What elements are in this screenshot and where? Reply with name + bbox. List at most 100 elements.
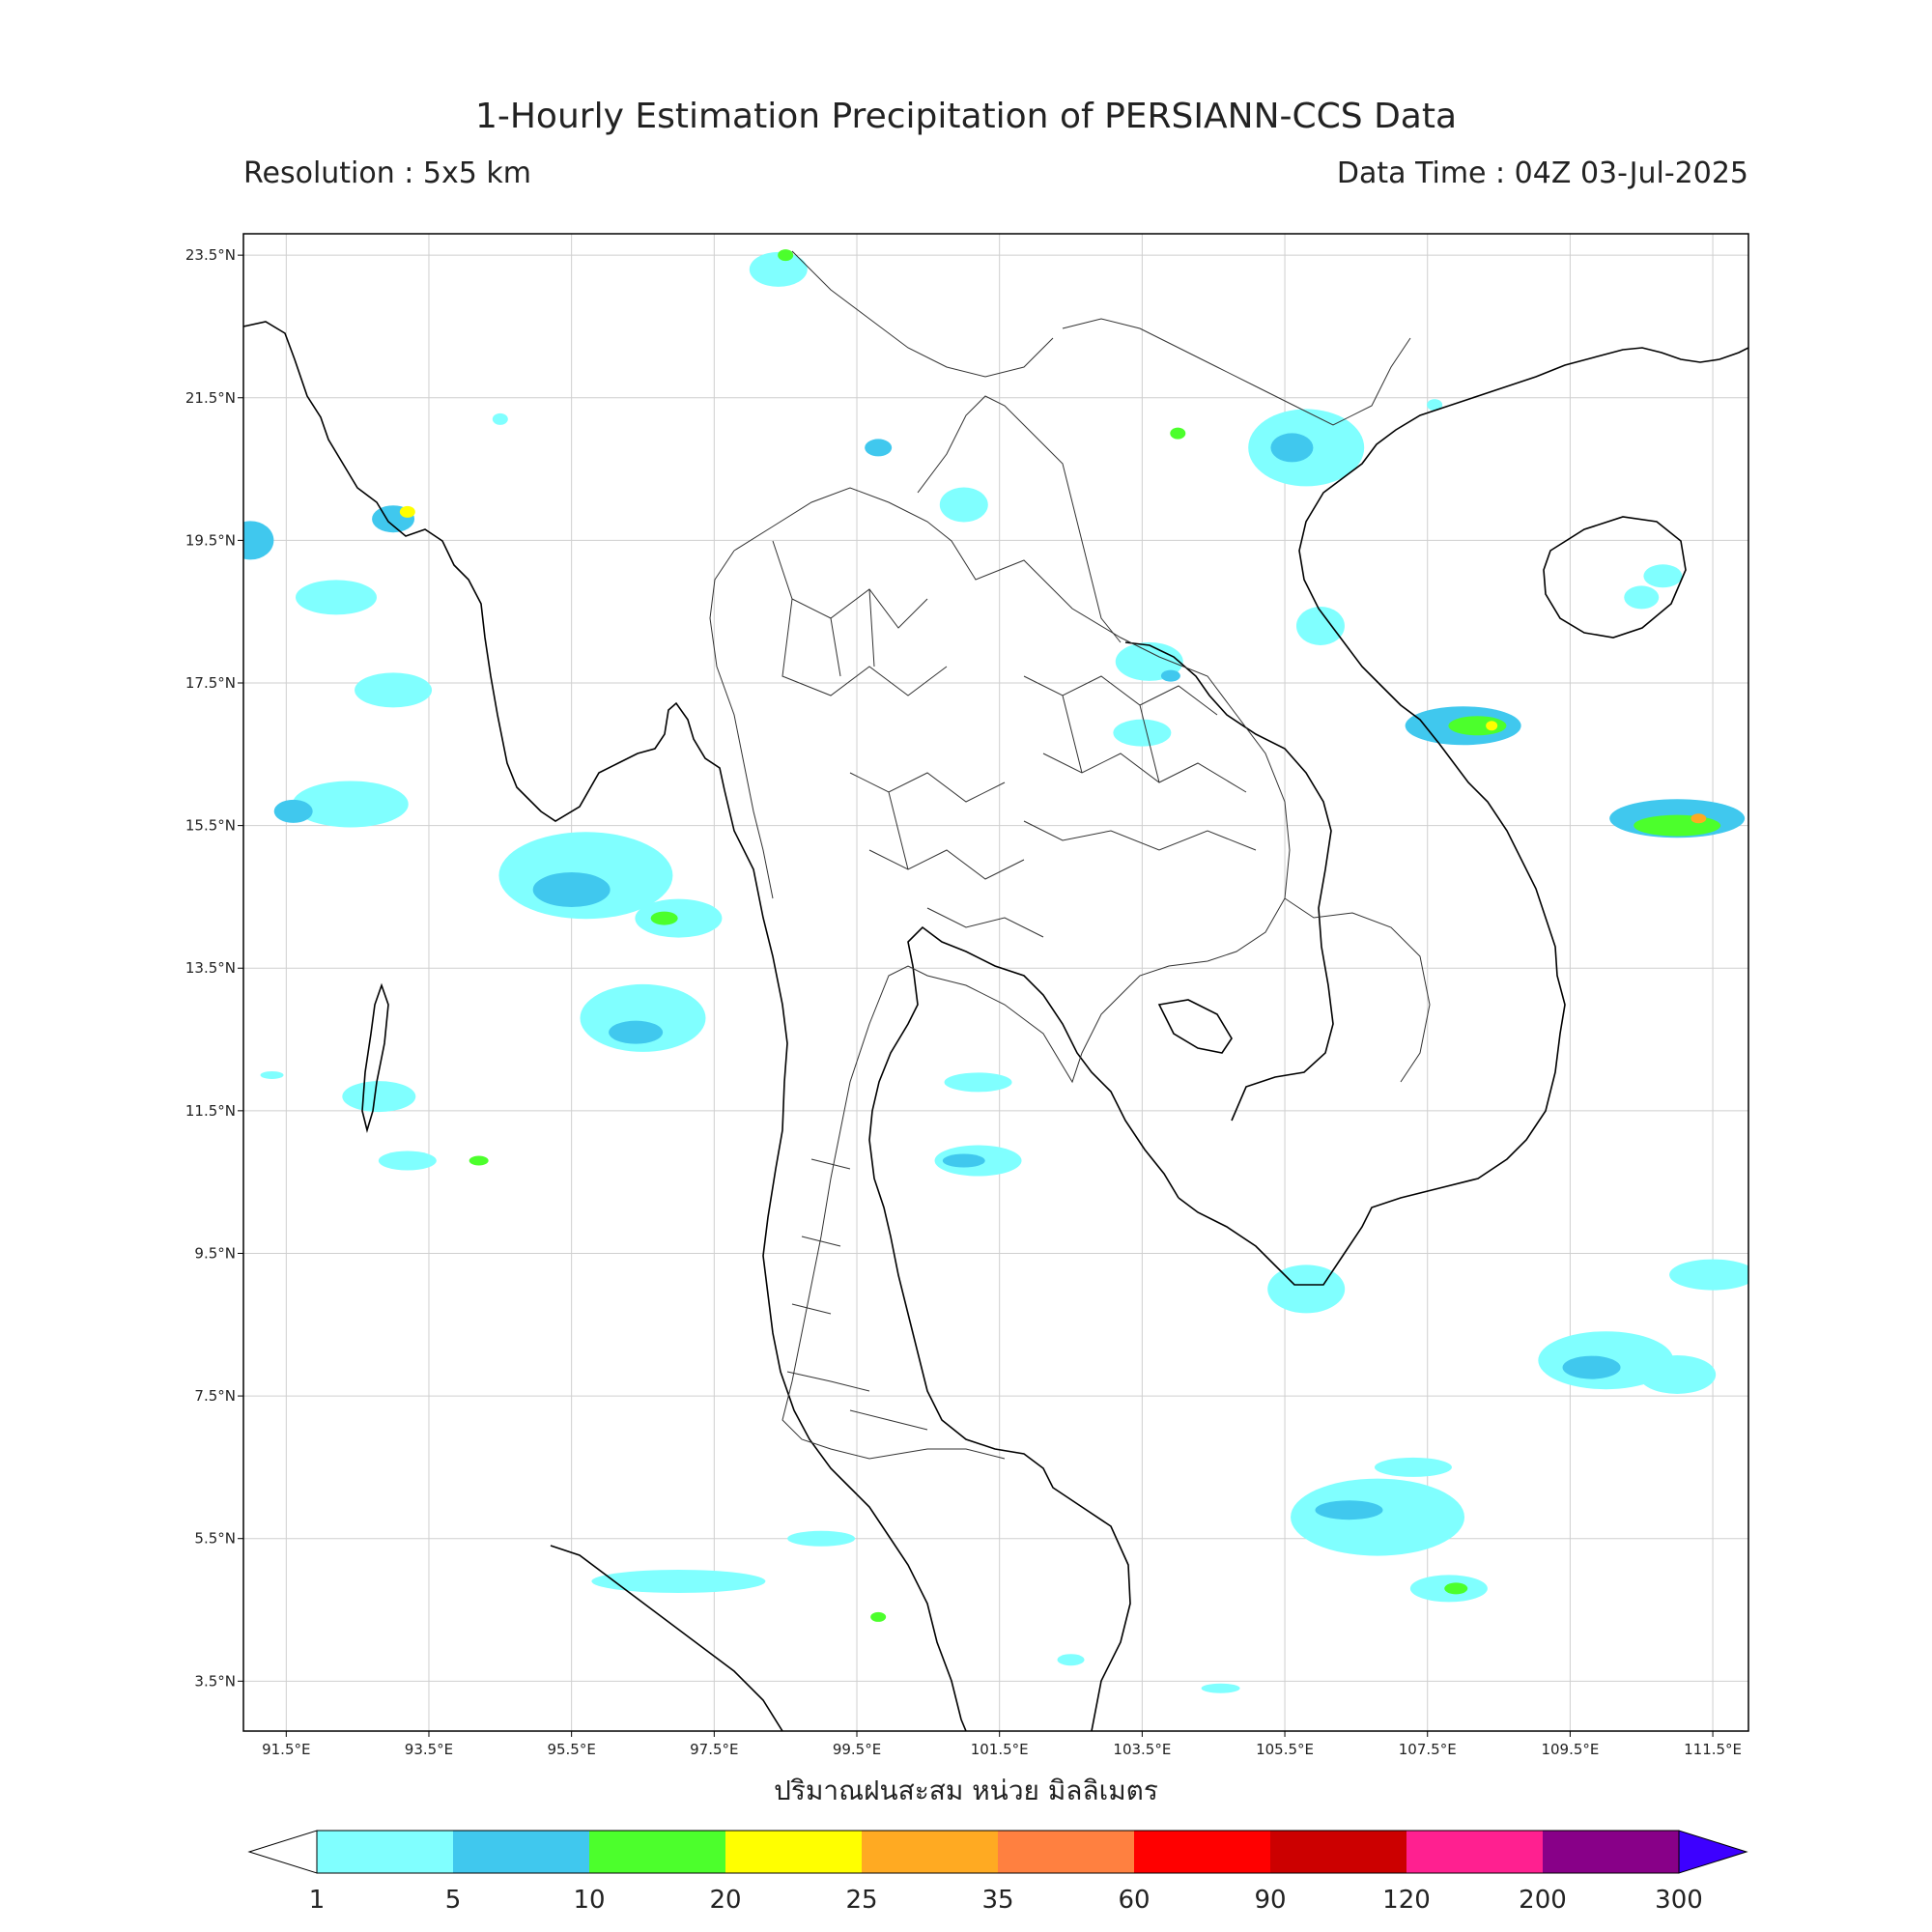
lon-tick-label: 99.5°E [833,1741,881,1758]
colorbar-segment [1134,1831,1271,1873]
precip-cell [243,521,274,560]
colorbar-segment [862,1831,999,1873]
province-lines-northeast [1023,675,1257,851]
lon-tick-label: 93.5°E [405,1741,453,1758]
precip-cell [1448,716,1507,736]
lat-tick-label: 9.5°N [194,1244,236,1262]
precip-cell [944,1072,1012,1093]
precip-cell [939,487,988,523]
lat-tick-label: 3.5°N [194,1672,236,1690]
precip-cell [273,799,313,823]
sumatra-coast [550,1545,783,1731]
lat-tick-label: 21.5°N [185,389,236,407]
colorbar: 1 5 10 20 25 35 60 90 120 200 300 [247,1830,1748,1915]
colorbar-segment [998,1831,1135,1873]
lon-tick-label: 105.5°E [1256,1741,1314,1758]
precip-cell [1562,1355,1621,1379]
precip-cell [1315,1500,1383,1520]
coastline-peninsula-east [868,925,1179,1731]
coastline-myanmar [243,321,725,822]
lon-tick-label: 101.5°E [971,1741,1029,1758]
colorbar-level-label: 25 [845,1886,877,1915]
colorbar-level-label: 10 [573,1886,605,1915]
andaman-islands [361,982,389,1134]
precip-cell [778,249,794,262]
lat-tick-label: 7.5°N [194,1387,236,1405]
colorbar-level-label: 5 [445,1886,462,1915]
precip-cell [355,672,433,708]
axis-ticks: 91.5°E 93.5°E 95.5°E 97.5°E 99.5°E 101.5°E 103… [185,246,1742,1758]
precip-cell [1291,1478,1465,1556]
colorbar-level-label: 60 [1118,1886,1150,1915]
thailand-outline [733,487,1291,1460]
lon-tick-label: 95.5°E [547,1741,595,1758]
precip-cell [260,1070,284,1079]
province-lines-south [786,1158,928,1431]
lat-tick-label: 13.5°N [185,959,236,977]
vietnam-border [1062,318,1411,426]
precip-cell [870,1611,887,1622]
colorbar-level-label: 90 [1254,1886,1286,1915]
precip-cell [492,412,508,425]
province-lines-central [849,772,1044,938]
mekong-border [1124,641,1334,1122]
precip-cell [1444,1582,1468,1595]
lon-tick-label: 97.5°E [690,1741,738,1758]
china-border [791,250,1054,378]
map-title: 1-Hourly Estimation Precipitation of PER… [474,97,1458,136]
map-frame [242,233,1749,1732]
lat-tick-label: 17.5°N [185,674,236,692]
lat-tick-label: 19.5°N [185,531,236,549]
precip-cell [942,1153,985,1168]
precip-cell [1486,721,1498,731]
data-time-label: Data Time : 04Z 03-Jul-2025 [1336,156,1748,190]
colorbar-under-arrow [247,1830,318,1874]
precip-cell [591,1570,766,1593]
precip-cell [292,781,409,828]
coastline-peninsula-west [724,789,967,1731]
lon-tick-label: 109.5°E [1541,1741,1599,1758]
precip-cell [1669,1259,1748,1291]
colorbar-segment [317,1831,454,1873]
precip-cell [469,1155,489,1166]
lon-tick-label: 107.5°E [1399,1741,1457,1758]
lat-tick-label: 11.5°N [185,1102,236,1120]
precip-cell [295,580,377,615]
lat-tick-label: 23.5°N [185,246,236,264]
precip-cell [1624,585,1660,610]
lat-tick-label: 15.5°N [185,817,236,835]
lat-tick-label: 5.5°N [194,1530,236,1548]
precip-cell [787,1530,856,1547]
colorbar-segment [1270,1831,1407,1873]
colorbar-unit-label: ปริมาณฝนสะสม หน่วย มิลลิเมตร [774,1775,1158,1806]
lon-tick-label: 103.5°E [1113,1741,1171,1758]
precip-cell [532,872,611,908]
coastlines-and-borders [243,321,1748,1731]
coastline-china [1448,347,1748,407]
colorbar-level-label: 120 [1382,1886,1431,1915]
precip-cell [650,911,678,925]
precip-cell [342,1081,416,1113]
hainan-island [1543,516,1687,639]
colorbar-segment [725,1831,863,1873]
colorbar-segment [1543,1831,1680,1873]
colorbar-segment [589,1831,726,1873]
precip-cell [1270,433,1314,463]
precip-cell [1267,1264,1346,1314]
coastline-indochina-south [1178,405,1566,1286]
cambodia-border [1284,897,1431,1083]
colorbar-over-arrow [1678,1830,1748,1874]
precip-cell [1638,1354,1717,1394]
precip-cell [1427,399,1443,412]
precip-cell [1643,564,1683,588]
precip-cell [1201,1683,1240,1693]
lon-tick-label: 111.5°E [1684,1741,1742,1758]
colorbar-level-label: 35 [981,1886,1013,1915]
precip-cell [1160,669,1180,682]
precip-cell [1374,1457,1452,1477]
province-lines-north [772,540,948,696]
precip-cell [1295,606,1345,645]
precip-cell [865,439,893,457]
precip-cell [1634,814,1721,837]
grid-lines [243,234,1748,1731]
